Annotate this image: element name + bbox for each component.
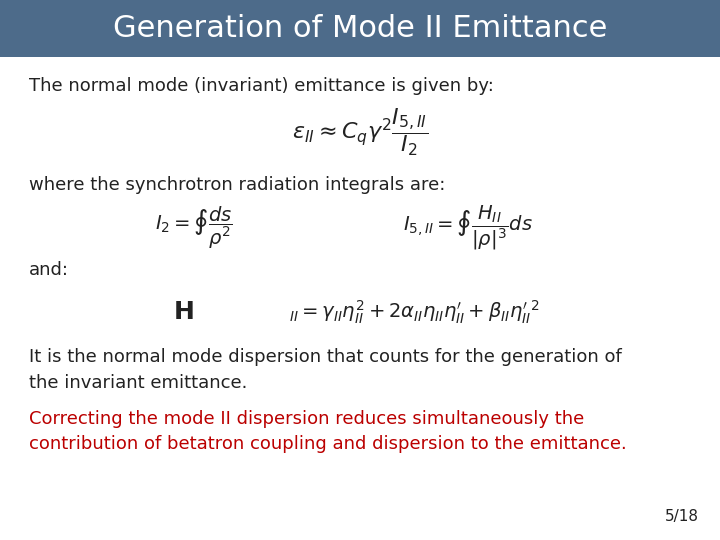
Text: Correcting the mode II dispersion reduces simultaneously the: Correcting the mode II dispersion reduce… [29,409,584,428]
Text: $_{II} = \gamma_{II}\eta_{II}^2 + 2\alpha_{II}\eta_{II}\eta_{II}' + \beta_{II}\e: $_{II} = \gamma_{II}\eta_{II}^2 + 2\alph… [289,299,539,326]
FancyBboxPatch shape [0,0,720,57]
Text: 5/18: 5/18 [665,509,698,524]
Text: $\varepsilon_{II} \approx C_q \gamma^2 \dfrac{I_{5,II}}{I_2}$: $\varepsilon_{II} \approx C_q \gamma^2 \… [292,106,428,158]
Text: and:: and: [29,261,69,279]
Text: Generation of Mode II Emittance: Generation of Mode II Emittance [113,14,607,43]
Text: $\mathbf{H}$: $\mathbf{H}$ [174,300,194,324]
Text: the invariant emittance.: the invariant emittance. [29,374,247,393]
Text: The normal mode (invariant) emittance is given by:: The normal mode (invariant) emittance is… [29,77,494,96]
Text: $I_{5,II} = \oint \dfrac{H_{II}}{|\rho|^3} ds$: $I_{5,II} = \oint \dfrac{H_{II}}{|\rho|^… [403,204,533,252]
Text: It is the normal mode dispersion that counts for the generation of: It is the normal mode dispersion that co… [29,348,621,367]
Text: where the synchrotron radiation integrals are:: where the synchrotron radiation integral… [29,176,445,194]
Text: $I_2 = \oint \dfrac{ds}{\rho^2}$: $I_2 = \oint \dfrac{ds}{\rho^2}$ [156,205,233,251]
Text: contribution of betatron coupling and dispersion to the emittance.: contribution of betatron coupling and di… [29,435,626,454]
